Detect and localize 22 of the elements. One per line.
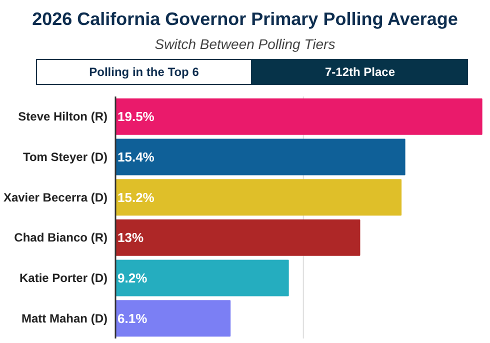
bar (116, 98, 482, 135)
text: 7-12th Place (252, 59, 468, 85)
data-label: 13% (118, 230, 144, 246)
data-label: 15.2% (118, 190, 155, 205)
y-tick-label: Matt Mahan (D) (22, 311, 108, 326)
y-tick-label: Katie Porter (D) (19, 271, 108, 285)
bar (116, 138, 406, 176)
data-label: 6.1% (118, 310, 148, 326)
bar (116, 260, 289, 296)
data-label: 19.5% (118, 109, 155, 124)
y-tick-label: Chad Bianco (R) (14, 230, 108, 245)
y-tick-label: Steve Hilton (R) (18, 110, 108, 124)
y-tick-label: Tom Steyer (D) (23, 150, 108, 164)
text: Polling in the Top 6 (36, 59, 252, 85)
chart-subtitle: Switch Between Polling Tiers (154, 35, 336, 54)
chart-title: 2026 California Governor Primary Polling Average (31, 8, 459, 30)
bar (116, 219, 360, 256)
bar (116, 179, 402, 216)
bar (116, 300, 231, 337)
y-tick-label: Xavier Becerra (D) (3, 190, 108, 204)
data-label: 9.2% (118, 270, 148, 286)
data-label: 15.4% (118, 150, 155, 164)
